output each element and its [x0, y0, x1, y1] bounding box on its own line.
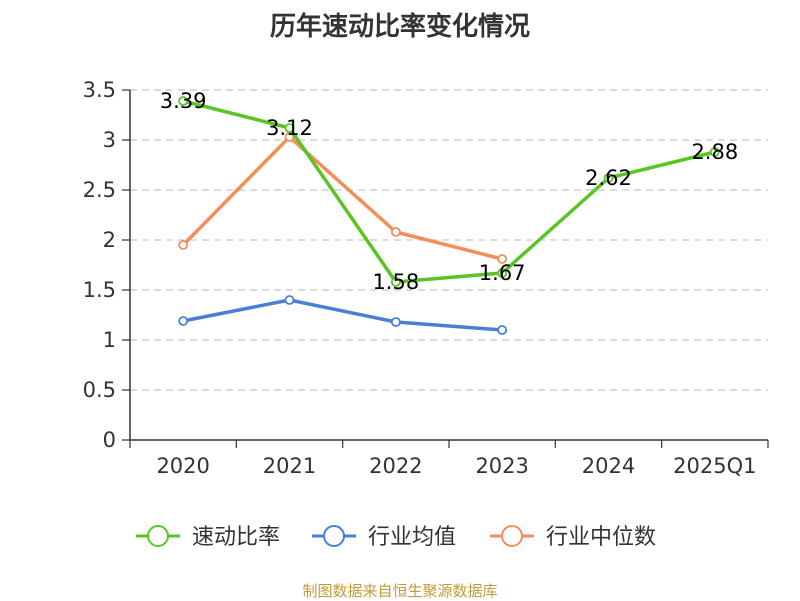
series-line-1 [181, 298, 504, 332]
y-tick-label: 0.5 [83, 378, 116, 402]
legend-marker-icon [147, 525, 169, 547]
x-tick-label: 2022 [369, 454, 422, 478]
data-point [284, 295, 295, 305]
data-point [178, 96, 189, 106]
data-point [390, 277, 401, 287]
x-tick-label: 2020 [156, 454, 209, 478]
x-tick-label: 2024 [582, 454, 635, 478]
data-point [497, 325, 508, 335]
data-source-note: 制图数据来自恒生聚源数据库 [302, 582, 498, 600]
data-point [178, 316, 189, 326]
data-label: 2.88 [691, 140, 738, 164]
x-tick-label: 2023 [475, 454, 528, 478]
data-point [603, 173, 614, 183]
x-tick-label: 2021 [263, 454, 316, 478]
legend-marker-icon [501, 525, 523, 547]
y-tick-label: 3.5 [83, 78, 116, 102]
data-label: 3.12 [266, 116, 313, 140]
axes: 0 0.5 1 1.5 2 2.5 3 3.5 2020 2021 2022 2023 2024 2025… [83, 78, 769, 478]
series-line-2 [181, 135, 504, 261]
series-line-0 [181, 99, 717, 284]
x-tick-label: 2025Q1 [673, 454, 756, 478]
series-lines [178, 96, 720, 335]
y-tick-label: 1 [103, 328, 116, 352]
y-tick-label: 1.5 [83, 278, 116, 302]
y-tick-label: 2 [103, 228, 116, 252]
data-label: 1.58 [372, 270, 419, 294]
data-labels: 3.39 3.12 1.58 1.67 2.62 2.88 [160, 89, 738, 294]
data-label: 3.39 [160, 89, 207, 113]
data-point [390, 227, 401, 237]
legend-label: 速动比率 [192, 525, 280, 550]
data-point [497, 254, 508, 264]
data-point [178, 240, 189, 250]
data-point [390, 317, 401, 327]
chart-title: 历年速动比率变化情况 [269, 12, 530, 42]
data-point [497, 268, 508, 278]
legend-marker-icon [323, 525, 345, 547]
legend: 速动比率 行业均值 行业中位数 [136, 525, 656, 550]
legend-label: 行业中位数 [546, 525, 656, 550]
data-point [709, 147, 720, 157]
data-point [284, 132, 295, 142]
y-tick-label: 3 [103, 128, 116, 152]
y-tick-label: 2.5 [83, 178, 116, 202]
y-tick-label: 0 [103, 428, 116, 452]
data-point [284, 123, 295, 133]
legend-label: 行业均值 [368, 525, 456, 550]
data-label: 2.62 [585, 166, 632, 190]
data-label: 1.67 [479, 261, 526, 285]
grid-lines [130, 89, 768, 391]
